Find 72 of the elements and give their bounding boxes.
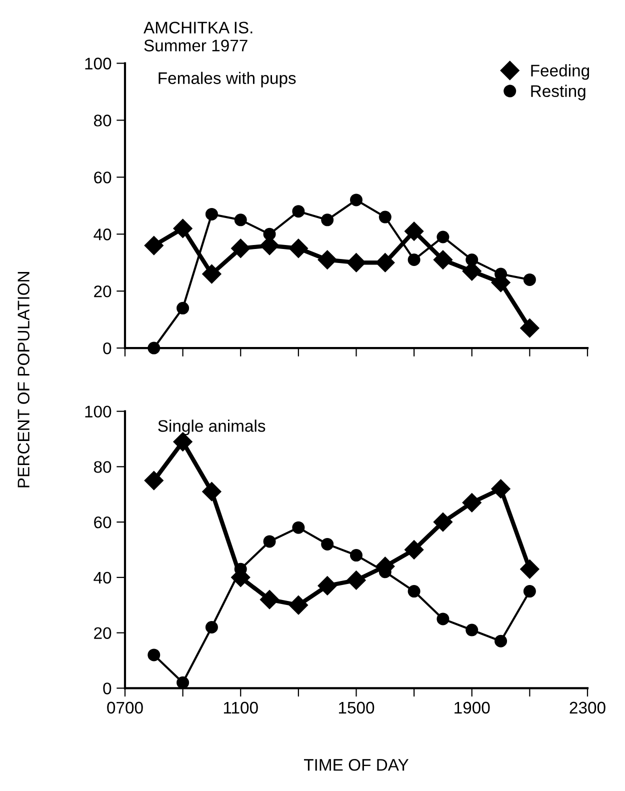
y-tick-label: 80 (94, 461, 112, 473)
point (523, 273, 536, 286)
y-tick-label: 40 (94, 228, 112, 240)
point (494, 634, 508, 648)
point (144, 236, 164, 256)
point (408, 585, 420, 598)
point (321, 538, 334, 550)
y-tick-label: 20 (94, 627, 112, 640)
point (436, 230, 450, 244)
y-tick-label: 60 (94, 516, 112, 528)
y-tick-label: 40 (94, 572, 112, 584)
point (523, 585, 536, 598)
point (318, 250, 337, 270)
legend-label: Feeding (531, 64, 590, 80)
chart-title: AMCHITKA IS. (144, 22, 252, 34)
x-tick-label: 2300 (570, 702, 606, 714)
point (292, 205, 305, 218)
point (263, 535, 276, 548)
point (404, 540, 424, 560)
annotation: Females with pups (158, 72, 296, 88)
point (234, 214, 247, 226)
x-tick-label: 1900 (454, 702, 490, 714)
point (404, 222, 424, 241)
point (202, 264, 222, 284)
point (346, 253, 366, 272)
y-tick-label: 20 (94, 285, 112, 298)
point (202, 482, 222, 502)
point (466, 624, 478, 636)
y-tick-label: 0 (103, 342, 112, 354)
y-tick-label: 60 (94, 172, 112, 184)
point (288, 596, 308, 615)
chart-subtitle: Summer 1977 (144, 40, 248, 52)
point (520, 560, 540, 579)
point (318, 576, 337, 596)
point (376, 253, 395, 272)
point (520, 318, 540, 338)
point (148, 648, 160, 662)
point (205, 208, 218, 220)
point (350, 194, 362, 206)
x-tick-label: 0700 (107, 702, 143, 714)
y-tick-label: 100 (85, 406, 112, 418)
legend-label: Resting (531, 84, 586, 100)
point (433, 250, 453, 270)
point (346, 570, 366, 590)
point (263, 228, 276, 240)
point (491, 479, 510, 498)
y-tick-label: 100 (85, 58, 112, 70)
point (433, 512, 453, 532)
point (176, 676, 190, 689)
x-tick-label: 1100 (224, 702, 258, 714)
point (462, 493, 482, 512)
x-axis-title: TIME OF DAY (304, 759, 409, 771)
point (205, 621, 218, 634)
point (260, 590, 280, 610)
point (144, 471, 164, 490)
annotation: Single animals (158, 420, 266, 436)
point (378, 210, 392, 224)
point (350, 549, 362, 562)
point (288, 238, 308, 258)
point (436, 612, 450, 626)
y-axis-title: PERCENT OF POPULATION (18, 272, 30, 488)
point (408, 254, 420, 266)
point (231, 238, 250, 258)
point (173, 218, 192, 238)
y-tick-label: 80 (94, 114, 112, 126)
x-tick-label: 1500 (338, 702, 374, 714)
y-tick-label: 0 (103, 682, 112, 694)
point (292, 521, 305, 534)
point (321, 214, 334, 226)
point (466, 254, 478, 266)
point (176, 302, 190, 314)
point (148, 342, 160, 354)
